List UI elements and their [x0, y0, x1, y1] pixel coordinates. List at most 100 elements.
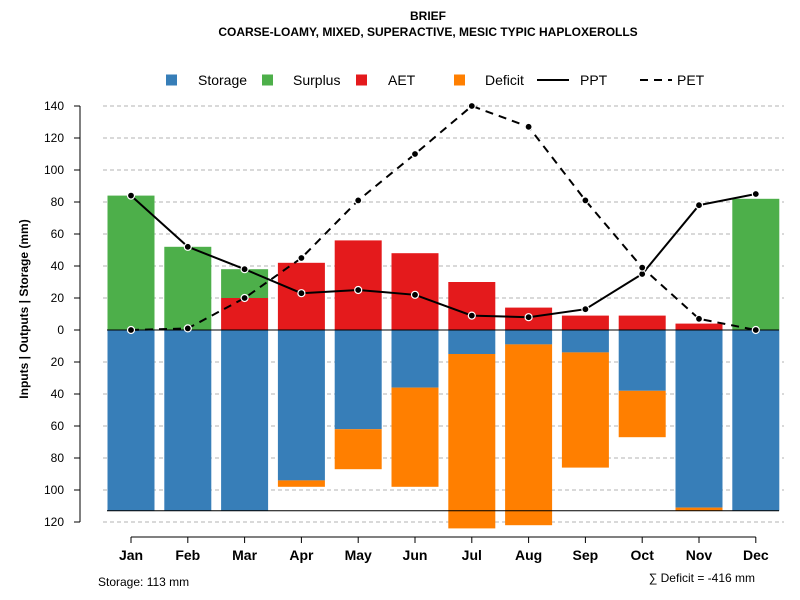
legend-swatch-aet — [356, 74, 367, 86]
bar-storage — [448, 330, 496, 354]
y-tick-label: 100 — [44, 163, 64, 177]
bars-layer — [107, 195, 780, 529]
bar-aet — [618, 315, 666, 330]
x-tick-label: Jun — [403, 547, 428, 563]
ppt-point — [126, 191, 136, 200]
pet-point — [467, 101, 476, 111]
y-tick-label: 20 — [51, 291, 65, 305]
y-tick-label: 120 — [44, 131, 64, 145]
y-tick-label: 40 — [51, 387, 65, 401]
y-axis-label: Inputs | Outputs | Storage (mm) — [17, 219, 31, 398]
bar-storage — [505, 330, 553, 345]
bar-storage — [561, 330, 609, 353]
legend-label-ppt: PPT — [580, 72, 608, 88]
ppt-line — [130, 193, 756, 319]
x-tick-label: May — [345, 547, 372, 563]
y-tick-label: 140 — [44, 99, 64, 113]
bar-deficit — [561, 352, 609, 468]
ppt-point — [467, 311, 476, 320]
storage-footnote: Storage: 113 mm — [98, 575, 189, 589]
x-tick-label: Mar — [232, 547, 257, 563]
legend: Storage Surplus AET Deficit PPT PET — [166, 72, 705, 88]
ppt-point — [694, 201, 704, 210]
y-tick-label: 80 — [51, 451, 65, 465]
bar-deficit — [334, 429, 382, 470]
legend-label-deficit: Deficit — [485, 72, 524, 88]
bar-surplus — [732, 198, 780, 330]
pet-point — [297, 253, 306, 263]
bar-storage — [732, 330, 780, 511]
pet-point — [354, 196, 363, 205]
bar-surplus — [107, 195, 155, 330]
x-tick-label: Apr — [289, 547, 314, 563]
x-tick-label: Sep — [573, 547, 599, 563]
ppt-point — [524, 313, 533, 322]
bar-deficit — [675, 507, 723, 511]
ppt-point — [410, 290, 420, 299]
bar-storage — [675, 330, 723, 508]
bar-storage — [164, 330, 212, 511]
legend-swatch-deficit — [454, 74, 465, 86]
pet-point — [126, 325, 136, 335]
legend-swatch-storage — [166, 74, 177, 86]
pet-point — [410, 149, 420, 159]
y-tick-label: 40 — [51, 259, 65, 273]
bar-deficit — [277, 480, 325, 487]
pet-point — [581, 196, 590, 205]
bar-storage — [277, 330, 325, 481]
x-tick-label: Dec — [743, 547, 769, 563]
bar-storage — [221, 330, 269, 511]
y-tick-label: 0 — [57, 323, 64, 337]
y-tick-label: 60 — [51, 419, 65, 433]
x-tick-label: Aug — [515, 547, 542, 563]
bar-aet — [561, 315, 609, 330]
x-tick-label: Jan — [119, 547, 143, 563]
pet-point — [694, 314, 704, 323]
x-tick-label: Nov — [686, 547, 713, 563]
pet-point — [751, 325, 760, 335]
bar-aet — [448, 282, 496, 330]
chart-title: BRIEF — [410, 9, 446, 23]
ppt-point — [240, 265, 249, 274]
pet-point — [524, 122, 533, 131]
ppt-point — [297, 289, 306, 298]
bar-surplus — [164, 246, 212, 330]
bar-deficit — [391, 387, 439, 487]
y-tick-label: 80 — [51, 195, 65, 209]
pet-point — [240, 293, 249, 303]
bar-aet — [334, 240, 382, 330]
bar-deficit — [505, 344, 553, 526]
legend-label-pet: PET — [677, 72, 705, 88]
legend-swatch-surplus — [262, 74, 273, 86]
legend-label-aet: AET — [388, 72, 416, 88]
y-tick-label: 100 — [44, 483, 64, 497]
bar-aet — [675, 323, 723, 330]
pet-line — [130, 104, 756, 331]
chart-subtitle: COARSE-LOAMY, MIXED, SUPERACTIVE, MESIC … — [218, 25, 637, 39]
bar-aet — [221, 298, 269, 330]
deficit-total-footnote: ∑ Deficit = -416 mm — [649, 571, 755, 585]
ppt-point — [581, 305, 590, 314]
axes-layer: 140 120 100 80 60 40 20 0 20 40 60 80 100 120 Jan Feb Ma… — [44, 99, 779, 563]
bar-deficit — [448, 354, 496, 529]
grid-lines — [103, 105, 784, 523]
lines-layer — [126, 101, 760, 335]
bar-storage — [391, 330, 439, 388]
bar-storage — [618, 330, 666, 391]
x-tick-label: Oct — [631, 547, 655, 563]
bar-storage — [107, 330, 155, 511]
legend-label-storage: Storage — [198, 72, 247, 88]
y-tick-label: 60 — [51, 227, 65, 241]
pet-point — [183, 324, 192, 333]
bar-storage — [334, 330, 382, 430]
y-tick-label: 120 — [44, 515, 64, 529]
ppt-point — [183, 242, 192, 251]
x-tick-label: Jul — [462, 547, 482, 563]
bar-deficit — [618, 390, 666, 438]
x-tick-label: Feb — [175, 547, 200, 563]
ppt-point — [354, 285, 363, 295]
y-tick-label: 20 — [51, 355, 65, 369]
legend-label-surplus: Surplus — [293, 72, 340, 88]
